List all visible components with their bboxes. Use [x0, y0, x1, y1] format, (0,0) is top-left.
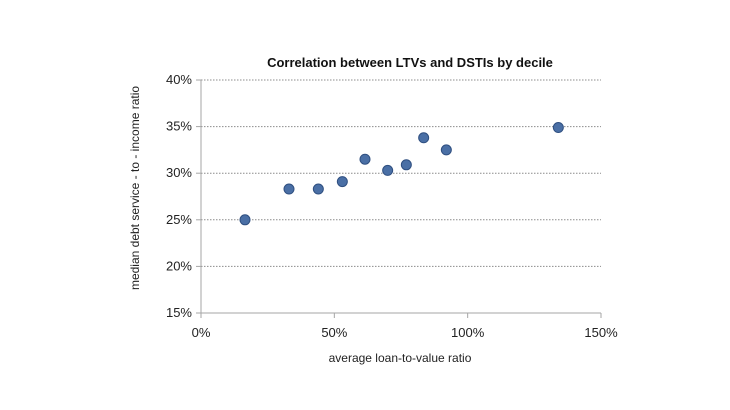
chart-title: Correlation between LTVs and DSTIs by de… [267, 55, 553, 70]
y-tick-label-30: 30% [166, 165, 192, 180]
axes [200, 80, 601, 314]
x-axis-label: average loan-to-value ratio [329, 351, 472, 365]
x-tick-label-150: 150% [584, 325, 618, 340]
gridlines [201, 79, 601, 267]
data-point [400, 159, 412, 171]
x-tick-label-0: 0% [192, 325, 211, 340]
y-tick-label-15: 15% [166, 305, 192, 320]
x-tick-label-100: 100% [451, 325, 485, 340]
y-tick-label-40: 40% [166, 72, 192, 87]
y-tick-label-25: 25% [166, 212, 192, 227]
data-point [359, 153, 371, 165]
data-point [418, 132, 430, 144]
data-point [239, 214, 251, 226]
data-point [440, 144, 452, 156]
data-point [552, 122, 564, 134]
y-tick-label-20: 20% [166, 258, 192, 273]
y-axis-label: median debt service - to - income ratio [128, 86, 142, 290]
x-axis-ticks: 0% 50% 100% 150% [192, 313, 618, 340]
y-axis-ticks: 15% 20% 25% 30% 35% 40% [166, 72, 201, 320]
data-point [336, 176, 348, 188]
data-points [239, 122, 564, 226]
y-tick-label-35: 35% [166, 119, 192, 134]
data-point [312, 183, 324, 195]
data-point [382, 164, 394, 176]
x-tick-label-50: 50% [321, 325, 347, 340]
data-point [283, 183, 295, 195]
